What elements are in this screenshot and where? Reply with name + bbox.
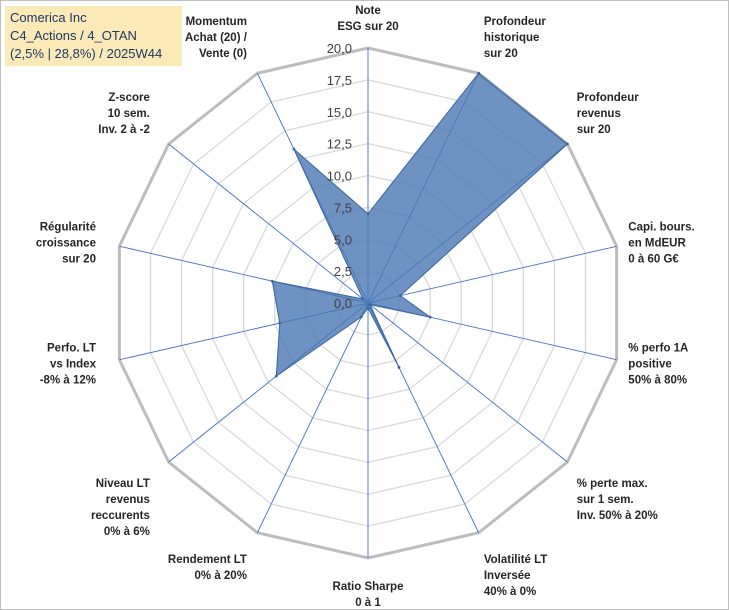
data-point-6 bbox=[397, 365, 401, 369]
axis-label-11: Régularité croissance sur 20 bbox=[36, 221, 96, 265]
axis-spoke-5 bbox=[367, 302, 568, 463]
axis-label-3: Capi. bours. en MdEUR 0 à 60 G€ bbox=[628, 221, 694, 265]
axis-spoke-8 bbox=[256, 302, 369, 533]
tick-label: 15,0 bbox=[327, 105, 352, 120]
data-point-7 bbox=[366, 306, 370, 310]
data-point-0 bbox=[366, 212, 370, 216]
axis-label-13: Momentum Achat (20) / Vente (0) bbox=[185, 16, 248, 60]
axis-label-7: Ratio Sharpe 0 à 1 bbox=[333, 581, 404, 609]
tick-label: 2,5 bbox=[334, 264, 352, 279]
data-point-2 bbox=[565, 142, 569, 146]
data-point-4 bbox=[428, 315, 432, 319]
data-point-3 bbox=[398, 294, 402, 298]
data-point-1 bbox=[477, 71, 481, 75]
axis-label-8: Rendement LT 0% à 20% bbox=[168, 554, 247, 582]
axis-labels: Note ESG sur 20 Profondeur historique sur 20… bbox=[36, 5, 695, 609]
axis-label-9: Niveau LT revenus reccurents 0% à 6% bbox=[91, 478, 150, 538]
axis-spoke-3 bbox=[367, 245, 617, 304]
axis-label-2: Profondeur revenus sur 20 bbox=[577, 92, 639, 136]
performance-period: (2,5% | 28,8%) / 2025W44 bbox=[10, 46, 163, 61]
axis-label-12: Z-score 10 sem. Inv. 2 à -2 bbox=[98, 92, 150, 136]
axis-label-1: Profondeur historique sur 20 bbox=[484, 16, 546, 60]
axis-label-5: % perte max. sur 1 sem. Inv. 50% à 20% bbox=[577, 478, 658, 522]
tick-label: 20,0 bbox=[327, 41, 352, 56]
tick-label: 17,5 bbox=[327, 73, 352, 88]
data-point-10 bbox=[278, 321, 282, 325]
axis-label-10: Perfo. LT vs Index -8% à 12% bbox=[40, 343, 97, 387]
tick-label: 0,0 bbox=[334, 296, 352, 311]
stock-info-box: Comerica Inc C4_Actions / 4_OTAN (2,5% |… bbox=[5, 6, 182, 66]
company-name: Comerica Inc bbox=[10, 10, 87, 25]
tick-label: 12,5 bbox=[327, 137, 352, 152]
data-point-12 bbox=[361, 297, 365, 301]
axis-label-6: Volatilité LT Inversée 40% à 0% bbox=[484, 554, 547, 598]
data-point-13 bbox=[292, 147, 296, 151]
tick-label: 5,0 bbox=[334, 232, 352, 247]
axis-spoke-12 bbox=[168, 143, 369, 304]
axis-label-0: Note ESG sur 20 bbox=[337, 5, 398, 33]
axis-label-4: % perfo 1A positive 50% à 80% bbox=[628, 343, 688, 387]
data-point-5 bbox=[368, 303, 372, 306]
tick-label: 10,0 bbox=[327, 169, 352, 184]
portfolio-label: C4_Actions / 4_OTAN bbox=[10, 28, 137, 43]
data-point-9 bbox=[274, 374, 278, 378]
tick-label: 7,5 bbox=[334, 200, 352, 215]
radar-series bbox=[270, 71, 569, 378]
data-point-8 bbox=[359, 315, 363, 319]
radial-tick-labels: 0,0 2,5 5,0 7,5 10,0 12,5 15,0 17,5 20,0 bbox=[327, 41, 352, 311]
data-point-11 bbox=[270, 279, 274, 283]
